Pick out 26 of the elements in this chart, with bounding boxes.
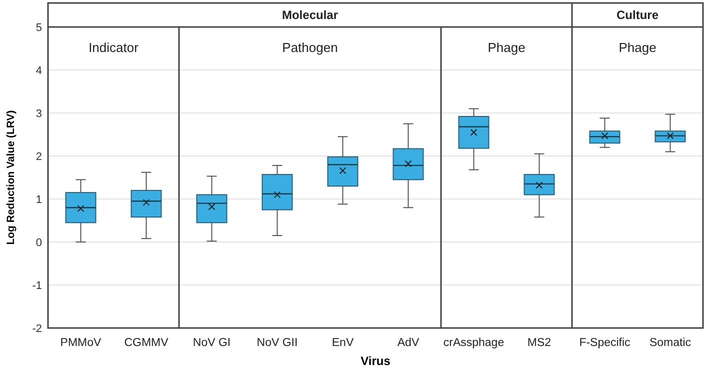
y-tick-label: 0 [36,236,42,249]
y-tick-label: 1 [36,194,42,206]
x-tick-label: NoV GII [256,337,298,349]
y-tick-label: 2 [36,150,42,163]
annotation: Phage [618,40,656,55]
x-tick-label: crAssphage [443,337,504,349]
x-tick-label: EnV [332,337,354,349]
y-tick-label: 3 [36,108,42,120]
text: Molecular [282,8,338,22]
annotation: Indicator [88,40,140,55]
x-tick-label: F-Specific [579,337,631,349]
y-tick-label: 5 [36,22,42,34]
x-tick-label: MS2 [527,337,552,349]
x-tick-label: CGMMV [124,337,169,349]
y-axis-title: Log Reduction Value (LRV) [5,110,17,245]
y-tick-label: -1 [32,280,42,292]
y-tick-label: -2 [32,322,42,335]
annotation: Pathogen [282,40,338,55]
x-axis-title: Virus [360,354,391,368]
x-tick-label: Somatic [649,337,692,349]
x-tick-label: NoV GI [192,337,231,349]
annotation: Phage [488,40,526,55]
text: Culture [616,8,659,22]
x-tick-label: AdV [397,337,420,349]
y-tick-label: 4 [36,64,42,77]
x-tick-label: PMMoV [60,337,102,349]
